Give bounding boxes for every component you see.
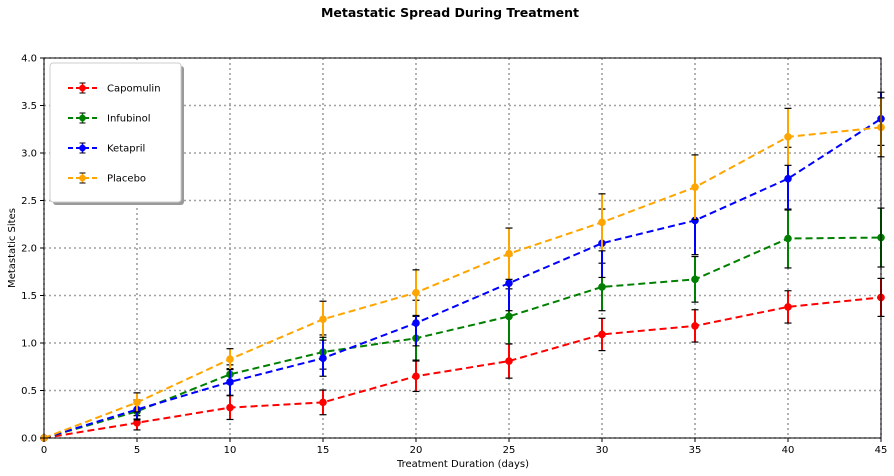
legend-label: Infubinol [107,114,151,125]
x-axis-label: Treatment Duration (days) [396,459,529,470]
data-point [598,330,606,339]
y-tick-label: 3.0 [21,149,37,160]
data-point [133,398,141,407]
data-point [412,319,420,327]
y-tick-label: 2.0 [21,244,37,255]
series-line [43,236,882,439]
legend-marker [79,84,86,92]
x-tick-label: 20 [410,445,423,456]
data-point [226,403,234,412]
data-point [226,378,234,386]
series-line [43,126,882,439]
x-tick-label: 40 [782,445,795,456]
data-point [412,372,420,381]
x-tick-label: 35 [689,445,702,456]
data-point [319,354,327,363]
data-point [319,315,327,324]
y-tick-label: 1.5 [21,291,37,302]
data-point [784,303,792,311]
x-tick-label: 25 [503,445,516,456]
data-point [412,288,420,297]
y-tick-label: 1.0 [21,339,37,350]
legend-label: Placebo [107,174,146,185]
legend-item-capomulin: Capomulin [68,82,161,95]
legend-label: Capomulin [107,84,161,95]
x-tick-label: 30 [596,445,609,456]
y-axis-label: Metastatic Sites [7,208,18,288]
data-point [784,174,792,183]
data-point [784,234,792,243]
data-point [226,355,234,363]
y-tick-label: 2.5 [21,196,37,207]
x-tick-label: 15 [317,445,330,456]
y-tick-label: 4.0 [21,54,37,65]
data-point [598,218,606,227]
y-tick-label: 0.5 [21,386,37,397]
legend-marker [79,144,86,152]
y-tick-label: 3.5 [21,101,37,112]
legend-item-placebo: Placebo [68,172,146,185]
x-tick-label: 45 [875,445,888,456]
data-point [505,249,513,258]
data-point [505,357,513,365]
legend-marker [79,114,86,122]
legend-box [49,62,182,203]
data-point [598,283,606,291]
series-layer [40,91,885,442]
legend-marker [79,174,86,182]
data-point [691,322,699,330]
y-ticks: 0.0 0.5 1.0 1.5 2.0 2.5 3.0 3.5 4.0 [21,54,44,445]
x-tick-label: 0 [41,445,47,456]
chart-title: Metastatic Spread During Treatment [321,5,579,20]
data-point [691,183,699,191]
series-line [43,117,882,439]
x-tick-label: 10 [224,445,237,456]
data-point [784,133,792,141]
data-point [505,312,513,321]
x-tick-label: 5 [134,445,140,456]
series-line [43,296,882,439]
x-ticks: 0 5 10 15 20 25 30 35 40 45 [41,438,888,456]
data-point [505,279,513,287]
y-tick-label: 0.0 [21,434,37,445]
data-point [691,275,699,284]
data-point [319,398,327,407]
series-infubinol [40,207,885,442]
legend-item-ketapril: Ketapril [68,142,145,155]
legend-label: Ketapril [107,144,145,155]
legend-item-infubinol: Infubinol [68,112,151,125]
legend: Capomulin Infubinol Ketapril Placebo [49,62,184,205]
